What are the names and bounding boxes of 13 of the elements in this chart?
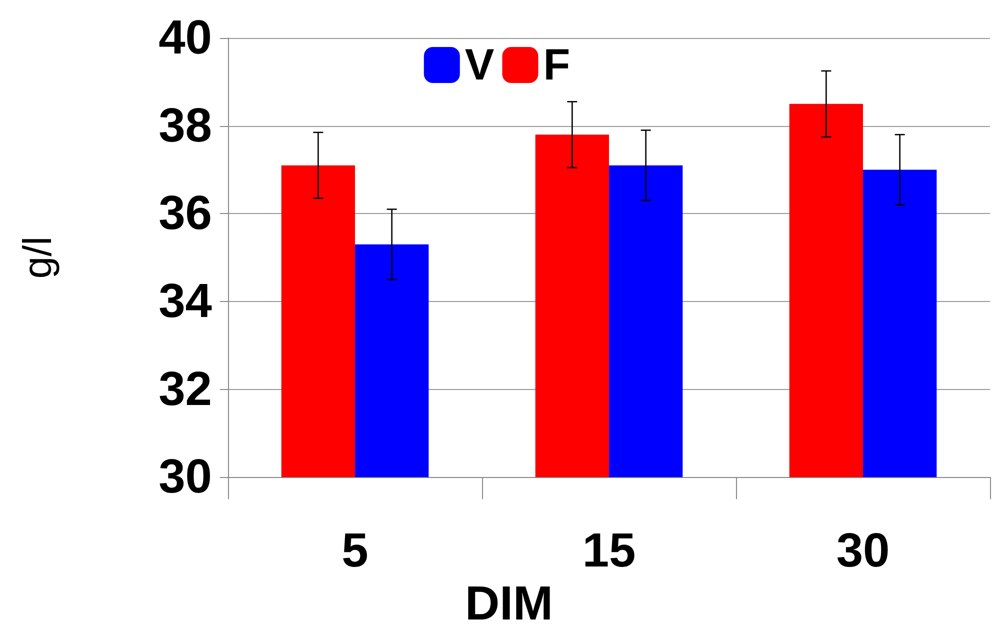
x-axis-title: DIM: [465, 578, 553, 630]
y-tick-label: 32: [158, 362, 212, 416]
y-tick-label: 30: [158, 450, 212, 504]
y-tick-label: 34: [158, 274, 212, 328]
legend-label: F: [543, 40, 570, 90]
y-tick-label: 38: [158, 99, 212, 152]
legend-label: V: [464, 40, 495, 90]
y-axis-title: g/l: [16, 236, 60, 279]
y-tick-label: 36: [158, 187, 212, 240]
x-tick-label: 30: [836, 524, 890, 578]
x-tick-label: 15: [582, 524, 636, 578]
y-tick-label: 40: [158, 12, 212, 64]
x-tick-label: 5: [342, 524, 368, 578]
